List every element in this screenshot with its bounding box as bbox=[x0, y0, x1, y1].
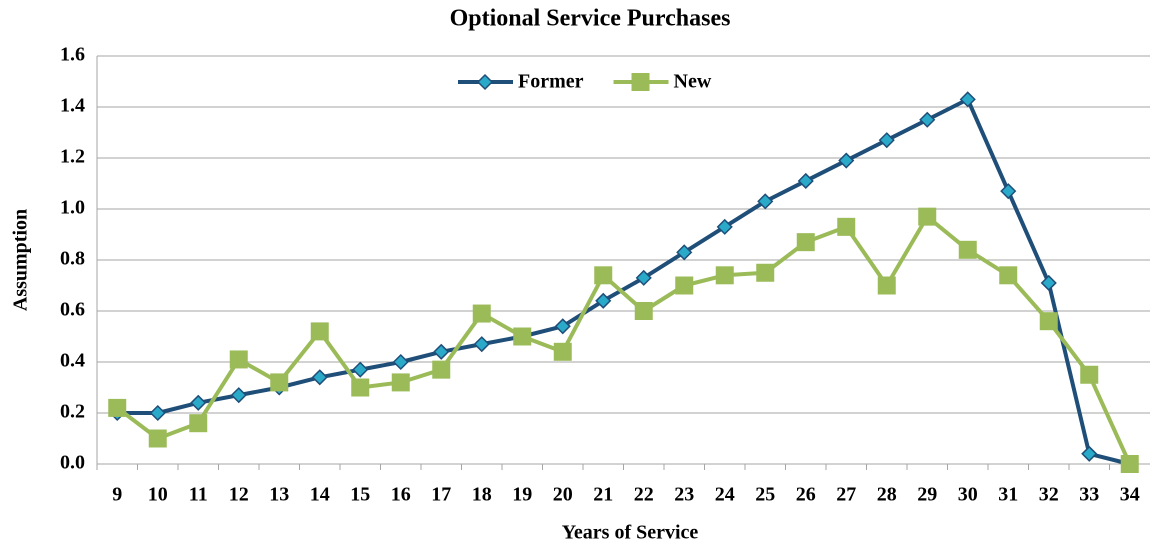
y-tick-label: 1.4 bbox=[60, 95, 85, 117]
data-point bbox=[392, 353, 409, 371]
data-point bbox=[473, 336, 490, 353]
data-point bbox=[432, 360, 451, 379]
x-tick-label: 12 bbox=[229, 484, 249, 506]
data-point bbox=[553, 342, 572, 361]
y-tick-label: 0.2 bbox=[60, 401, 85, 423]
data-point bbox=[513, 327, 532, 346]
data-point bbox=[635, 269, 652, 286]
x-tick-label: 26 bbox=[796, 484, 816, 506]
data-point bbox=[310, 322, 329, 341]
x-tick-label: 34 bbox=[1120, 484, 1140, 506]
data-point bbox=[877, 276, 896, 295]
x-tick-label: 24 bbox=[715, 484, 735, 506]
y-tick-label: 0.0 bbox=[60, 452, 85, 474]
data-point bbox=[391, 373, 410, 392]
x-tick-label: 13 bbox=[269, 484, 289, 506]
data-point bbox=[675, 276, 694, 295]
x-tick-label: 23 bbox=[674, 484, 694, 506]
y-tick-label: 1.2 bbox=[60, 146, 85, 168]
legend-marker bbox=[476, 73, 494, 91]
data-point bbox=[433, 343, 450, 360]
x-tick-label: 30 bbox=[958, 484, 978, 506]
x-tick-label: 14 bbox=[310, 484, 330, 506]
data-point bbox=[229, 350, 248, 369]
x-tick-label: 15 bbox=[350, 484, 370, 506]
data-point bbox=[1040, 274, 1057, 292]
x-tick-label: 16 bbox=[391, 484, 411, 506]
x-tick-label: 33 bbox=[1079, 484, 1099, 506]
x-tick-label: 31 bbox=[998, 484, 1018, 506]
x-tick-label: 10 bbox=[148, 484, 168, 506]
series-line bbox=[116, 214, 1132, 465]
data-point bbox=[190, 394, 207, 411]
x-tick-label: 27 bbox=[836, 484, 856, 506]
data-point bbox=[148, 429, 167, 448]
data-point bbox=[838, 152, 855, 169]
x-tick-label: 9 bbox=[112, 484, 122, 506]
y-tick-label: 1.6 bbox=[60, 44, 85, 66]
data-point bbox=[351, 378, 370, 397]
data-point bbox=[757, 193, 774, 210]
data-point bbox=[1081, 445, 1098, 462]
y-tick-label: 0.8 bbox=[60, 248, 85, 270]
data-point bbox=[554, 318, 571, 335]
x-tick-label: 28 bbox=[877, 484, 897, 506]
y-axis-title: Assumption bbox=[10, 209, 32, 311]
y-tick-label: 1.0 bbox=[60, 197, 85, 219]
x-tick-label: 20 bbox=[553, 484, 573, 506]
data-point bbox=[796, 233, 815, 252]
data-point bbox=[108, 398, 127, 417]
data-point bbox=[676, 244, 693, 261]
legend-label: New bbox=[674, 71, 712, 93]
data-point bbox=[837, 217, 856, 236]
data-point bbox=[270, 373, 289, 392]
data-point bbox=[594, 266, 613, 285]
data-point bbox=[1039, 312, 1058, 331]
data-point bbox=[756, 263, 775, 282]
data-point bbox=[352, 361, 369, 378]
x-tick-label: 22 bbox=[634, 484, 654, 506]
x-tick-label: 17 bbox=[431, 484, 451, 506]
data-point bbox=[919, 111, 936, 128]
data-point bbox=[797, 172, 814, 190]
x-tick-label: 32 bbox=[1039, 484, 1059, 506]
data-point bbox=[716, 218, 733, 235]
data-point bbox=[715, 266, 734, 285]
x-tick-label: 21 bbox=[593, 484, 613, 506]
data-point bbox=[1000, 183, 1017, 200]
data-point bbox=[918, 207, 937, 226]
data-point bbox=[311, 369, 328, 386]
x-axis-title: Years of Service bbox=[562, 522, 699, 544]
data-point bbox=[1120, 455, 1139, 473]
data-point bbox=[230, 387, 247, 404]
data-point bbox=[1080, 365, 1099, 384]
legend-marker bbox=[631, 73, 650, 91]
series-line bbox=[117, 97, 1131, 466]
y-tick-label: 0.6 bbox=[60, 299, 85, 321]
legend-label: Former bbox=[518, 71, 584, 93]
data-point bbox=[595, 292, 612, 309]
data-point bbox=[189, 414, 208, 433]
data-point bbox=[472, 304, 491, 323]
x-tick-label: 18 bbox=[472, 484, 492, 506]
x-tick-label: 25 bbox=[755, 484, 775, 506]
data-point bbox=[999, 266, 1018, 285]
chart-title: Optional Service Purchases bbox=[450, 6, 731, 32]
x-tick-label: 29 bbox=[917, 484, 937, 506]
data-point bbox=[958, 240, 977, 259]
data-point bbox=[634, 302, 653, 320]
data-point bbox=[878, 132, 895, 149]
y-tick-label: 0.4 bbox=[60, 350, 85, 372]
data-point bbox=[149, 404, 166, 422]
data-point bbox=[959, 91, 976, 108]
x-tick-label: 11 bbox=[189, 484, 208, 506]
x-tick-label: 19 bbox=[512, 484, 532, 506]
